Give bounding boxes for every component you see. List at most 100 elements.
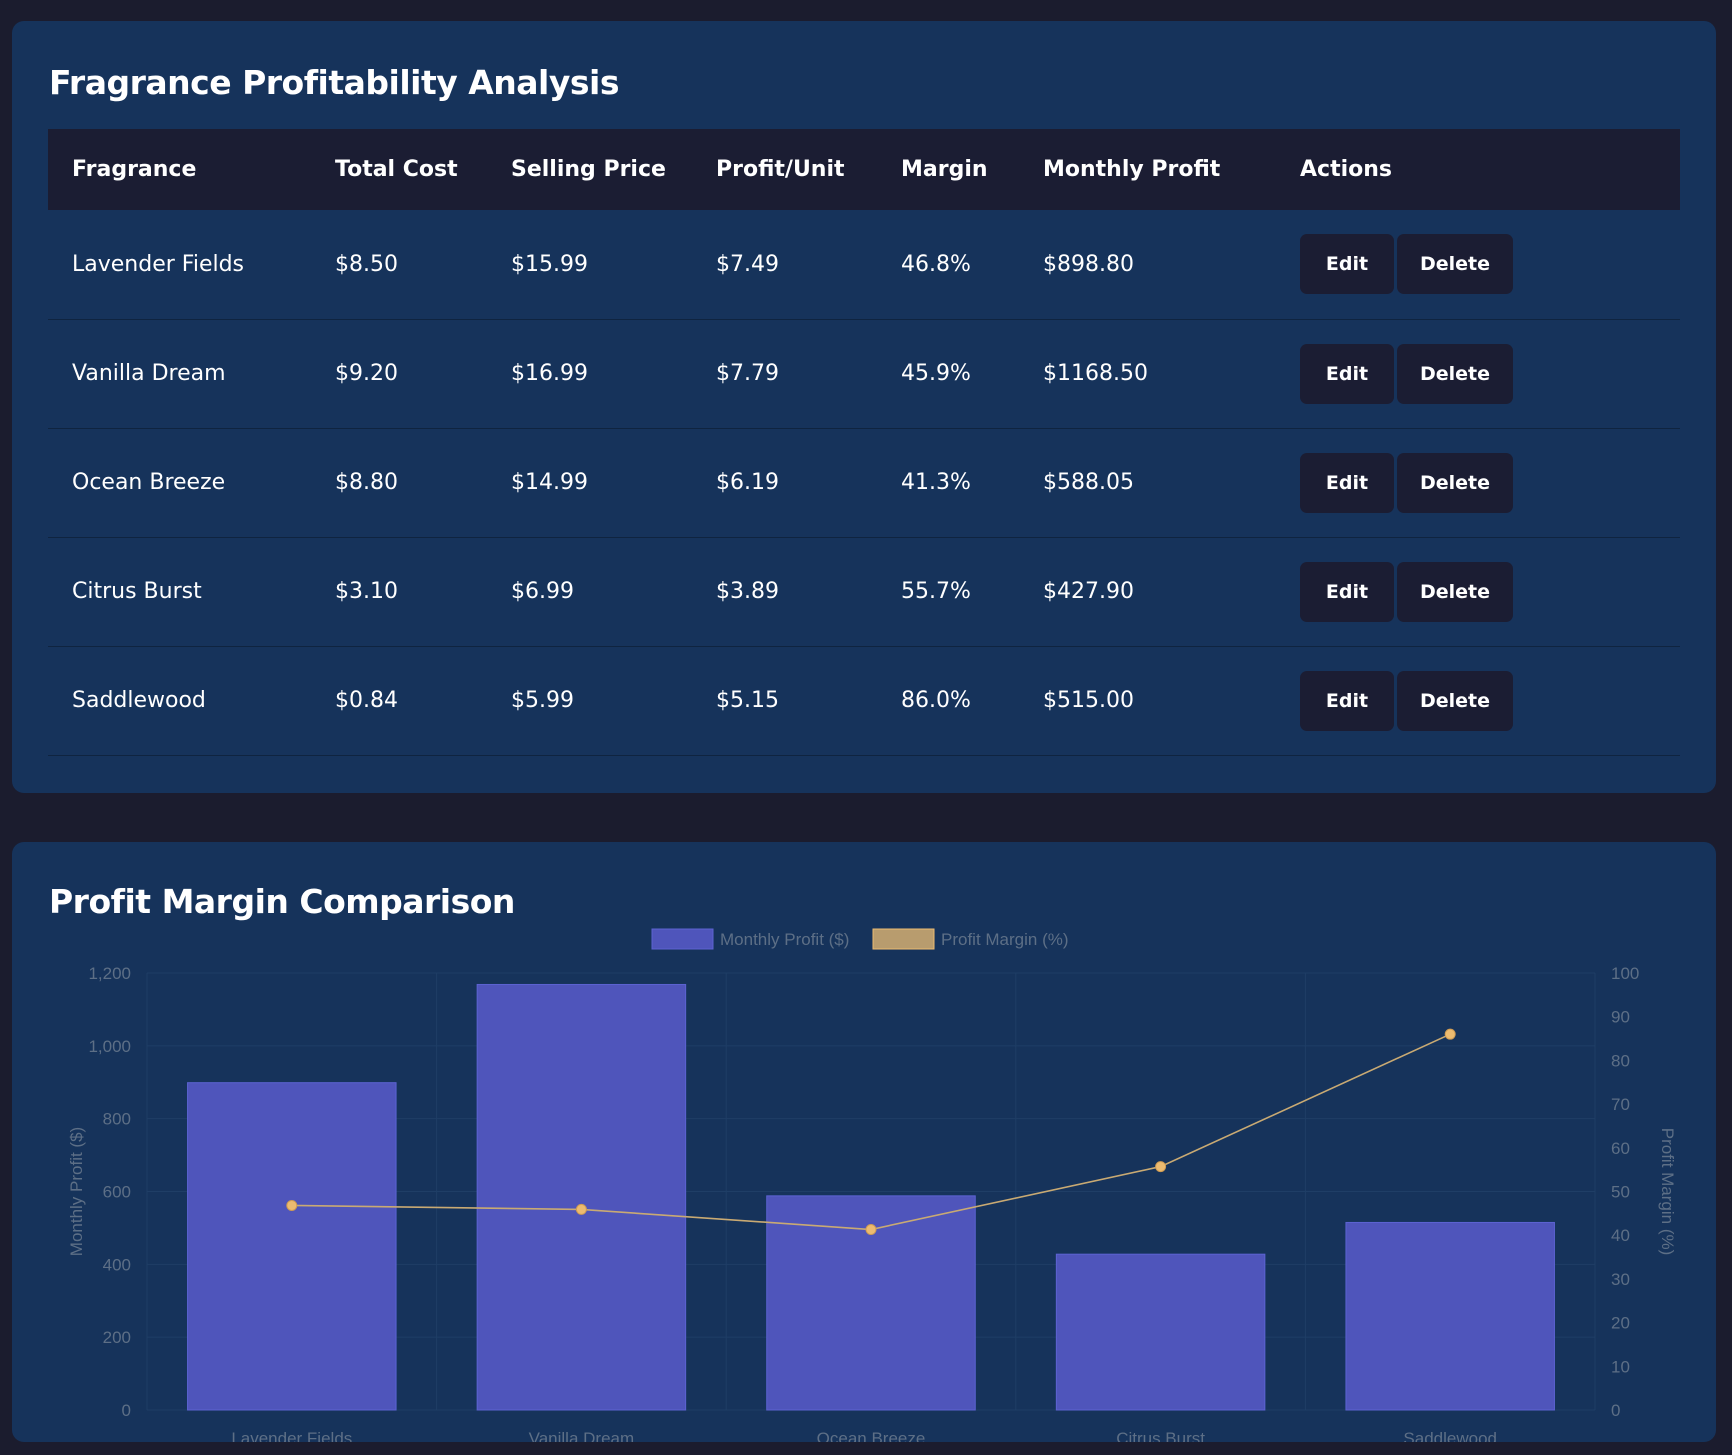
y-tick-label: 600 — [103, 1183, 131, 1202]
monthly-profit: $515.00 — [1043, 688, 1134, 713]
y2-tick-label: 50 — [1611, 1183, 1630, 1202]
x-category-label: Ocean Breeze — [817, 1429, 926, 1442]
total-cost: $8.80 — [335, 470, 398, 495]
table-row: Ocean Breeze $8.80 $14.99 $6.19 41.3% $5… — [48, 428, 1680, 537]
x-category-label: Citrus Burst — [1116, 1429, 1205, 1442]
point-profit-margin — [1155, 1161, 1167, 1173]
y2-tick-label: 10 — [1611, 1357, 1630, 1376]
table-header-row: Fragrance Total Cost Selling Price Profi… — [48, 129, 1680, 210]
delete-button[interactable]: Delete — [1397, 343, 1513, 404]
row-actions: Edit Delete — [1276, 319, 1680, 428]
y2-axis-title: Profit Margin (%) — [1658, 1128, 1677, 1256]
y-tick-label: 800 — [103, 1110, 131, 1129]
delete-button[interactable]: Delete — [1397, 561, 1513, 622]
profit-per-unit: $5.15 — [716, 688, 779, 713]
y2-tick-label: 80 — [1611, 1051, 1630, 1070]
y2-tick-label: 0 — [1611, 1401, 1620, 1420]
y-tick-label: 400 — [103, 1255, 131, 1274]
delete-button[interactable]: Delete — [1397, 234, 1513, 295]
y-tick-label: 0 — [122, 1401, 131, 1420]
total-cost: $8.50 — [335, 251, 398, 277]
profit-per-unit: $3.89 — [716, 579, 779, 604]
row-actions: Edit Delete — [1276, 210, 1680, 319]
point-profit-margin — [286, 1199, 298, 1211]
fragrance-name: Vanilla Dream — [72, 361, 226, 386]
margin: 55.7% — [901, 579, 971, 604]
margin: 46.8% — [901, 251, 971, 277]
y2-tick-label: 70 — [1611, 1095, 1630, 1114]
fragrance-name: Lavender Fields — [72, 251, 245, 277]
bar-monthly-profit — [1055, 1253, 1266, 1411]
point-profit-margin — [1444, 1028, 1456, 1040]
total-cost: $3.10 — [335, 579, 398, 604]
legend-label-monthly-profit: Monthly Profit ($) — [720, 930, 849, 949]
margin: 41.3% — [901, 470, 971, 495]
row-actions: Edit Delete — [1276, 537, 1680, 646]
fragrance-name: Saddlewood — [72, 688, 206, 713]
profit-margin-chart: 0 200 400 600 800 1,000 1,200 0 10 20 30 40 50 60 70 80… — [67, 928, 1677, 1442]
profitability-table-card: Fragrance Profitability Analysis Fragran… — [12, 21, 1716, 793]
x-category-label: Saddlewood — [1403, 1429, 1497, 1442]
monthly-profit: $588.05 — [1043, 470, 1134, 495]
y2-tick-label: 90 — [1611, 1008, 1630, 1027]
legend-swatch-monthly-profit — [651, 928, 714, 950]
profit-per-unit: $6.19 — [716, 470, 779, 495]
col-header-total-cost: Total Cost — [335, 157, 458, 182]
row-actions: Edit Delete — [1276, 428, 1680, 537]
delete-button[interactable]: Delete — [1397, 452, 1513, 513]
selling-price: $5.99 — [511, 688, 574, 713]
edit-button[interactable]: Edit — [1300, 234, 1394, 295]
y-tick-label: 200 — [103, 1328, 131, 1347]
col-header-selling-price: Selling Price — [511, 157, 666, 182]
table-row: Saddlewood $0.84 $5.99 $5.15 86.0% $515.… — [48, 646, 1680, 755]
y2-tick-label: 30 — [1611, 1270, 1630, 1289]
profit-per-unit: $7.49 — [716, 251, 779, 277]
x-category-label: Vanilla Dream — [529, 1429, 635, 1442]
y2-tick-label: 100 — [1611, 964, 1639, 983]
table-row: Vanilla Dream $9.20 $16.99 $7.79 45.9% $… — [48, 319, 1680, 428]
delete-button[interactable]: Delete — [1397, 670, 1513, 731]
profitability-table: Fragrance Total Cost Selling Price Profi… — [48, 129, 1680, 756]
margin: 86.0% — [901, 688, 971, 713]
col-header-margin: Margin — [901, 157, 988, 182]
edit-button[interactable]: Edit — [1300, 343, 1394, 404]
col-header-monthly-profit: Monthly Profit — [1043, 157, 1221, 182]
fragrance-name: Citrus Burst — [72, 579, 202, 604]
total-cost: $0.84 — [335, 688, 398, 713]
selling-price: $16.99 — [511, 361, 588, 386]
bar-monthly-profit — [476, 983, 687, 1411]
edit-button[interactable]: Edit — [1300, 561, 1394, 622]
y-tick-label: 1,200 — [88, 964, 131, 983]
edit-button[interactable]: Edit — [1300, 670, 1394, 731]
col-header-profit-unit: Profit/Unit — [716, 157, 845, 182]
margin: 45.9% — [901, 361, 971, 386]
chart-title: Profit Margin Comparison — [49, 882, 515, 921]
selling-price: $6.99 — [511, 579, 574, 604]
row-actions: Edit Delete — [1276, 646, 1680, 755]
y-axis-title: Monthly Profit ($) — [67, 1127, 86, 1256]
legend-label-profit-margin: Profit Margin (%) — [941, 930, 1069, 949]
legend-swatch-profit-margin — [872, 928, 935, 950]
bar-monthly-profit — [187, 1082, 397, 1411]
monthly-profit: $898.80 — [1043, 251, 1134, 277]
y2-tick-label: 20 — [1611, 1314, 1630, 1333]
y-tick-label: 1,000 — [88, 1037, 131, 1056]
table-title: Fragrance Profitability Analysis — [49, 63, 619, 102]
table-row: Citrus Burst $3.10 $6.99 $3.89 55.7% $42… — [48, 537, 1680, 646]
selling-price: $15.99 — [511, 251, 588, 277]
col-header-fragrance: Fragrance — [72, 157, 197, 182]
selling-price: $14.99 — [511, 470, 588, 495]
monthly-profit: $1168.50 — [1043, 361, 1148, 386]
y2-tick-label: 60 — [1611, 1139, 1630, 1158]
x-category-label: Lavender Fields — [231, 1429, 352, 1442]
table-row: Lavender Fields $8.50 $15.99 $7.49 46.8%… — [48, 210, 1680, 319]
monthly-profit: $427.90 — [1043, 579, 1134, 604]
point-profit-margin — [575, 1203, 587, 1215]
total-cost: $9.20 — [335, 361, 398, 386]
edit-button[interactable]: Edit — [1300, 452, 1394, 513]
col-header-actions: Actions — [1300, 157, 1392, 182]
point-profit-margin — [865, 1224, 877, 1236]
profit-chart-card: Profit Margin Comparison 0 200 400 600 800 1,… — [12, 842, 1716, 1442]
y2-tick-label: 40 — [1611, 1226, 1630, 1245]
profit-per-unit: $7.79 — [716, 361, 779, 386]
